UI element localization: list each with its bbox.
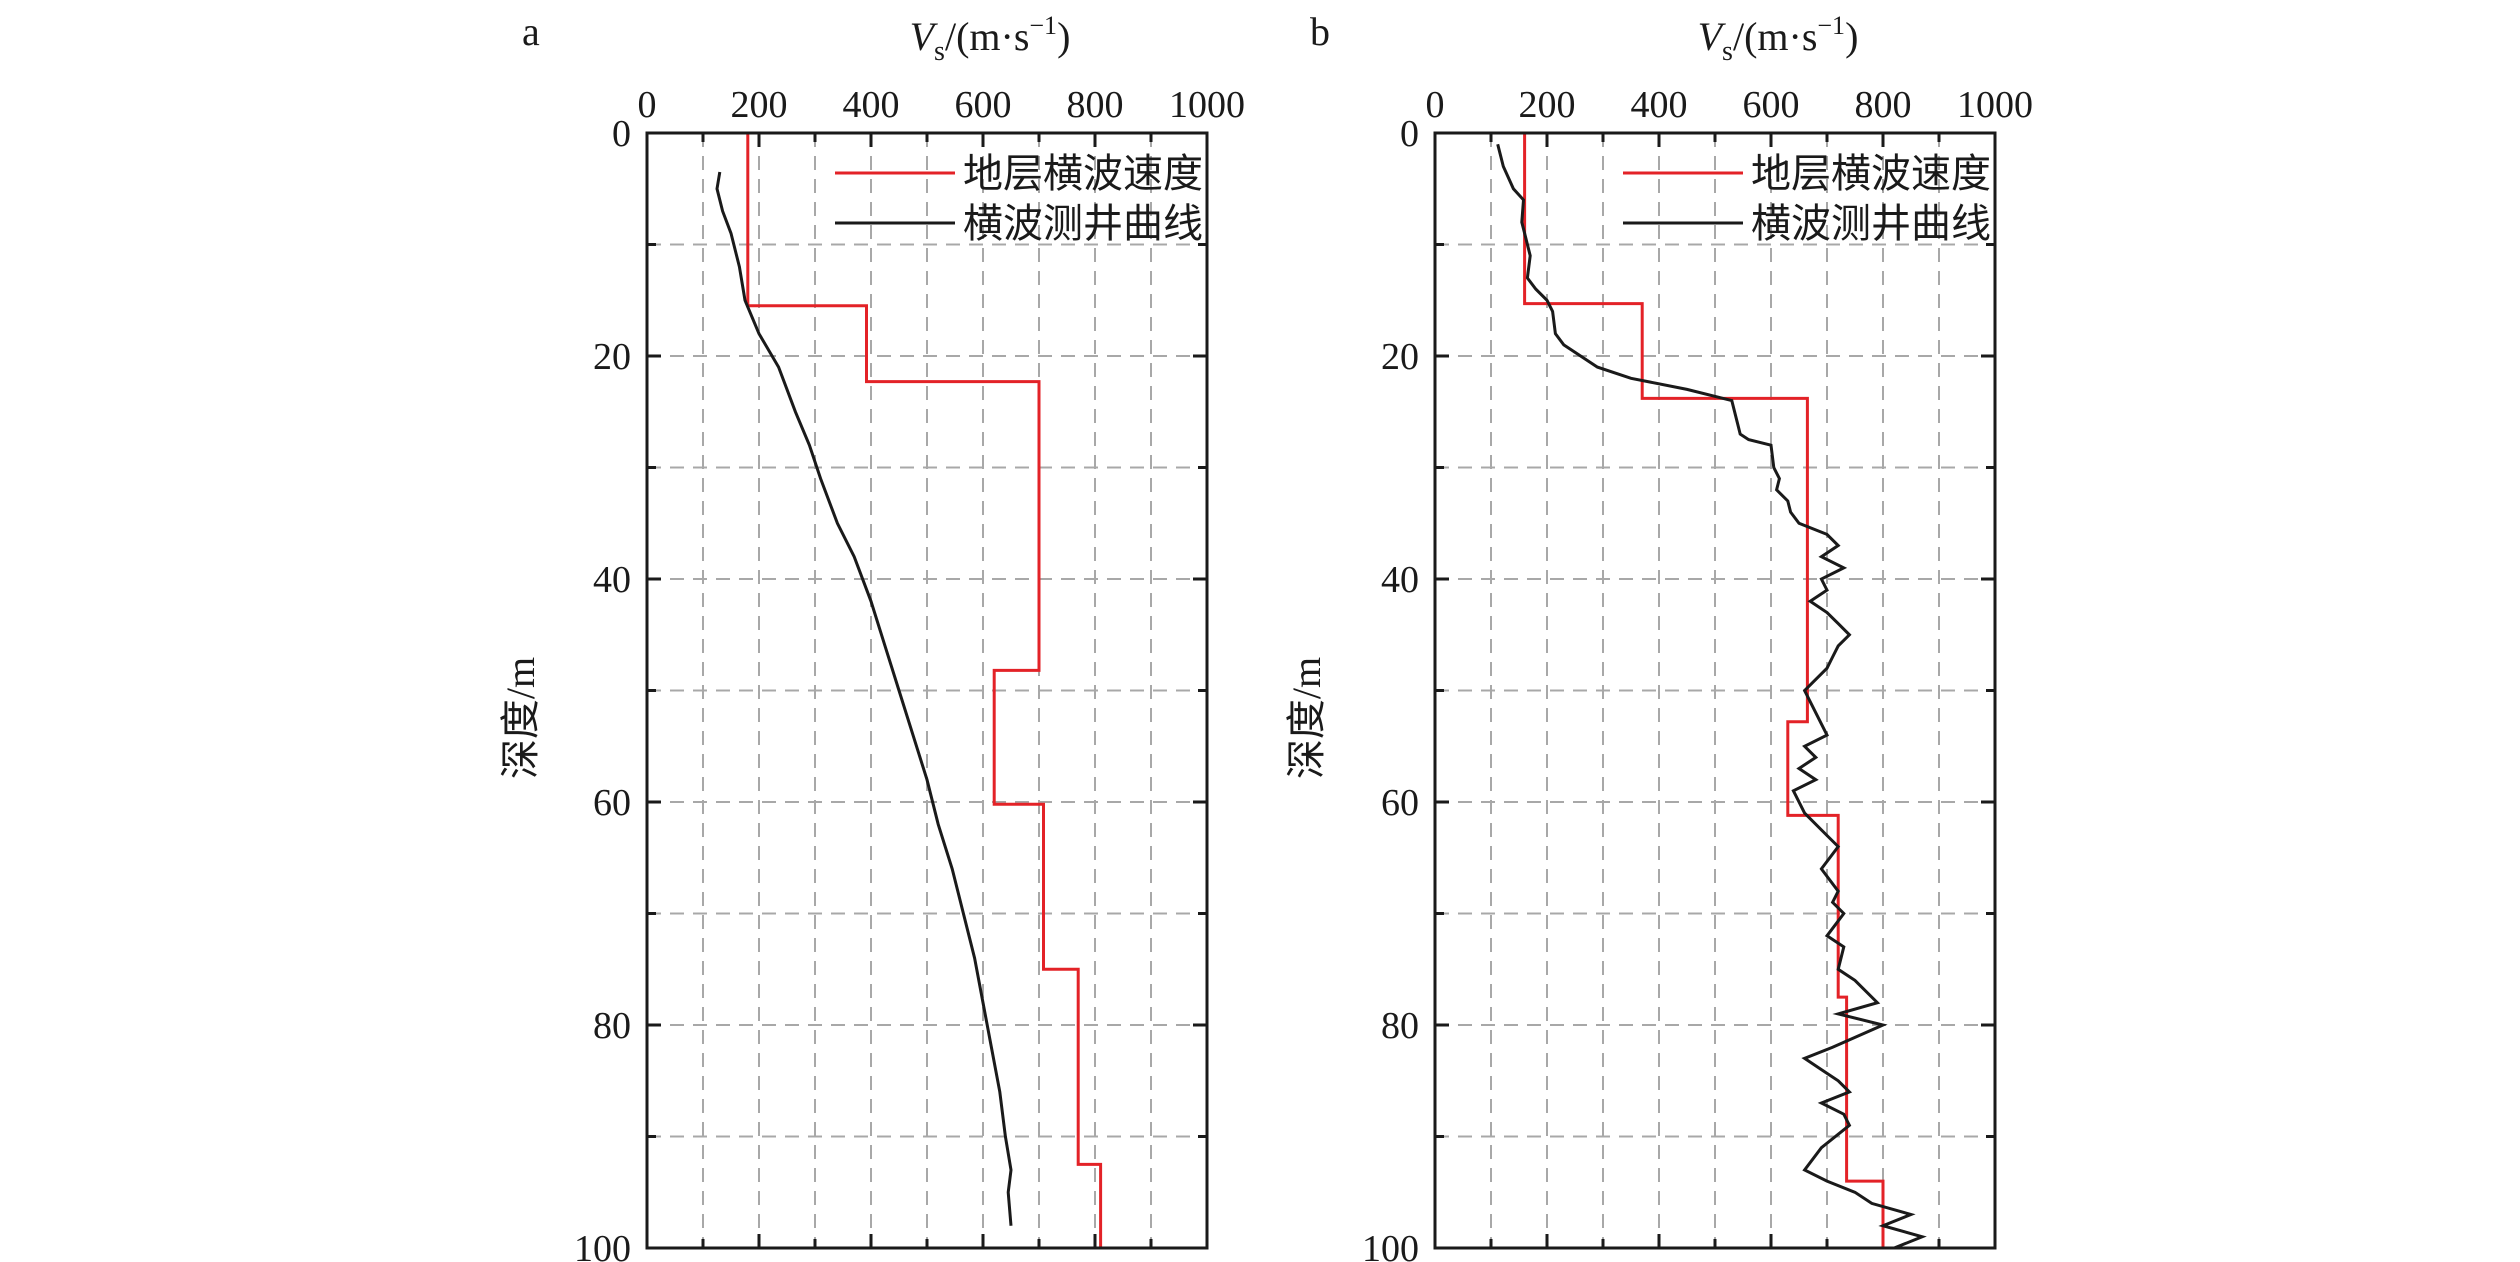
x-axis-title-main: V [910,14,939,59]
y-tick-label: 20 [1381,336,1419,378]
x-axis-title: Vs/(m·s−1) [910,11,1071,67]
x-axis-title-close: ) [1057,14,1070,59]
x-tick-label: 600 [1743,84,1800,126]
x-tick-label: 1000 [1957,84,2033,126]
y-tick-label: 100 [1362,1228,1419,1262]
chart-panel-b: b Vs/(m·s−1) 深度/m 0 200 400 600 800 1000 0 20 40… [1284,9,2033,1262]
x-axis-title-sub: s [1722,36,1733,67]
plot-frame [1433,131,1997,1250]
grid [647,133,1207,1248]
y-tick-label: 40 [1381,559,1419,601]
chart-panel-a: a Vs/(m·s−1) 深度/m 0 200 400 600 800 1000 0 20 40… [498,9,1245,1262]
x-tick-label: 400 [1631,84,1688,126]
grid [1435,133,1995,1248]
x-axis-title: Vs/(m·s−1) [1698,11,1859,67]
legend-label: 地层横波速度 [963,151,1203,197]
x-tick-label: 800 [1067,84,1124,126]
x-tick-label: 1000 [1169,84,1245,126]
panel-label: b [1310,9,1330,54]
legend-label: 横波测井曲线 [1751,201,1991,247]
x-axis-title-sub: s [934,36,945,67]
y-axis-title: 深度/m [498,657,543,779]
x-axis-title-close: ) [1845,14,1858,59]
series-line-layer-velocity [746,133,1103,1248]
y-tick-label: 60 [1381,782,1419,824]
series-line-layer-velocity [1523,133,1885,1248]
x-axis-title-unit-sup: −1 [1029,11,1057,40]
y-tick-label: 40 [593,559,631,601]
y-tick-label: 20 [593,336,631,378]
x-axis-title-main: V [1698,14,1727,59]
y-tick-label: 100 [574,1228,631,1262]
x-tick-label: 800 [1855,84,1912,126]
legend-label: 地层横波速度 [1751,151,1991,197]
y-tick-label: 0 [612,113,631,155]
series-line-logging-curve [715,171,1013,1226]
y-tick-label: 80 [1381,1005,1419,1047]
legend-label: 横波测井曲线 [963,201,1203,247]
plot-frame [645,131,1209,1250]
x-axis-title-unit-sup: −1 [1817,11,1845,40]
x-tick-label: 200 [1519,84,1576,126]
series-line-logging-curve [1496,143,1927,1250]
x-tick-label: 0 [1426,84,1445,126]
y-axis-title: 深度/m [1284,657,1329,779]
x-axis-title-unit: /(m·s [945,14,1029,59]
x-tick-label: 400 [843,84,900,126]
x-axis-title-unit: /(m·s [1733,14,1817,59]
y-tick-label: 60 [593,782,631,824]
x-tick-label: 600 [955,84,1012,126]
y-tick-label: 0 [1400,113,1419,155]
x-tick-label: 200 [731,84,788,126]
x-tick-label: 0 [638,84,657,126]
y-tick-label: 80 [593,1005,631,1047]
panel-label: a [522,9,540,54]
